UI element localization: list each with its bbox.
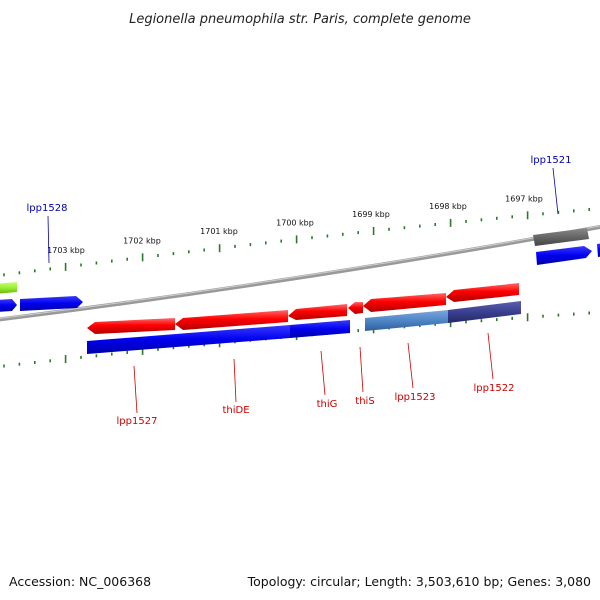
label-thiG[interactable]: thiG <box>317 399 338 410</box>
feature-gray-lpp1521 <box>533 228 589 246</box>
label-lpp1527[interactable]: lpp1527 <box>117 416 158 427</box>
leader-lpp1521 <box>552 167 559 215</box>
scale-label-1697: 1697 kbp <box>505 195 543 204</box>
cds-lpp1528 <box>20 296 83 311</box>
label-thiDE[interactable]: thiDE <box>222 405 249 416</box>
label-lpp1521[interactable]: lpp1521 <box>531 155 572 166</box>
cds-thiG <box>290 320 350 338</box>
cds-lpp1521 <box>536 246 592 265</box>
scale-label-1698: 1698 kbp <box>429 202 467 211</box>
leader-thiG <box>320 350 326 396</box>
gene-thiG <box>288 304 347 320</box>
leader-thiDE <box>233 358 237 403</box>
leader-lpp1527 <box>133 365 138 414</box>
label-lpp1522[interactable]: lpp1522 <box>474 383 515 394</box>
scale-label-1699: 1699 kbp <box>352 210 390 219</box>
label-lpp1528[interactable]: lpp1528 <box>27 203 68 214</box>
feature-lpp1523-misc <box>365 310 448 331</box>
label-lpp1523[interactable]: lpp1523 <box>395 392 436 403</box>
feature-lpp1522-misc <box>448 301 521 323</box>
label-leader-lines <box>47 167 559 414</box>
scale-label-1702: 1702 kbp <box>123 236 161 245</box>
topology-summary: Topology: circular; Length: 3,503,610 bp… <box>247 574 591 589</box>
gene-lpp1527 <box>87 318 175 334</box>
feature-green <box>0 282 17 294</box>
cds-right-edge <box>597 243 600 257</box>
scale-label-1703: 1703 kbp <box>47 246 85 255</box>
leader-lpp1523 <box>407 342 414 389</box>
scale-label-1700: 1700 kbp <box>276 219 314 228</box>
leader-lpp1522 <box>487 332 494 380</box>
gene-lpp1523 <box>363 293 446 312</box>
scale-tick-labels: 1703 kbp 1702 kbp 1701 kbp 1700 kbp 1699 kbp… <box>47 195 543 255</box>
leader-thiS <box>359 346 364 393</box>
accession-text: Accession: NC_006368 <box>9 574 151 589</box>
leader-lpp1528 <box>47 215 50 264</box>
genome-backbone <box>0 224 600 322</box>
gene-lpp1522 <box>446 283 519 302</box>
cds-lpp1527-thiDE <box>87 325 290 354</box>
label-thiS[interactable]: thiS <box>355 396 374 407</box>
genome-backbone-highlight <box>0 225 600 319</box>
gene-labels: lpp1528 lpp1521 lpp1527 thiDE thiG thiS … <box>27 155 572 427</box>
map-title: Legionella pneumophila str. Paris, compl… <box>129 12 471 27</box>
gene-thiDE <box>175 310 288 330</box>
scale-label-1701: 1701 kbp <box>200 227 238 236</box>
scale-ticks-outer <box>3 208 591 277</box>
gene-thiS <box>348 302 363 314</box>
cds-lpp1528-left <box>0 299 17 312</box>
